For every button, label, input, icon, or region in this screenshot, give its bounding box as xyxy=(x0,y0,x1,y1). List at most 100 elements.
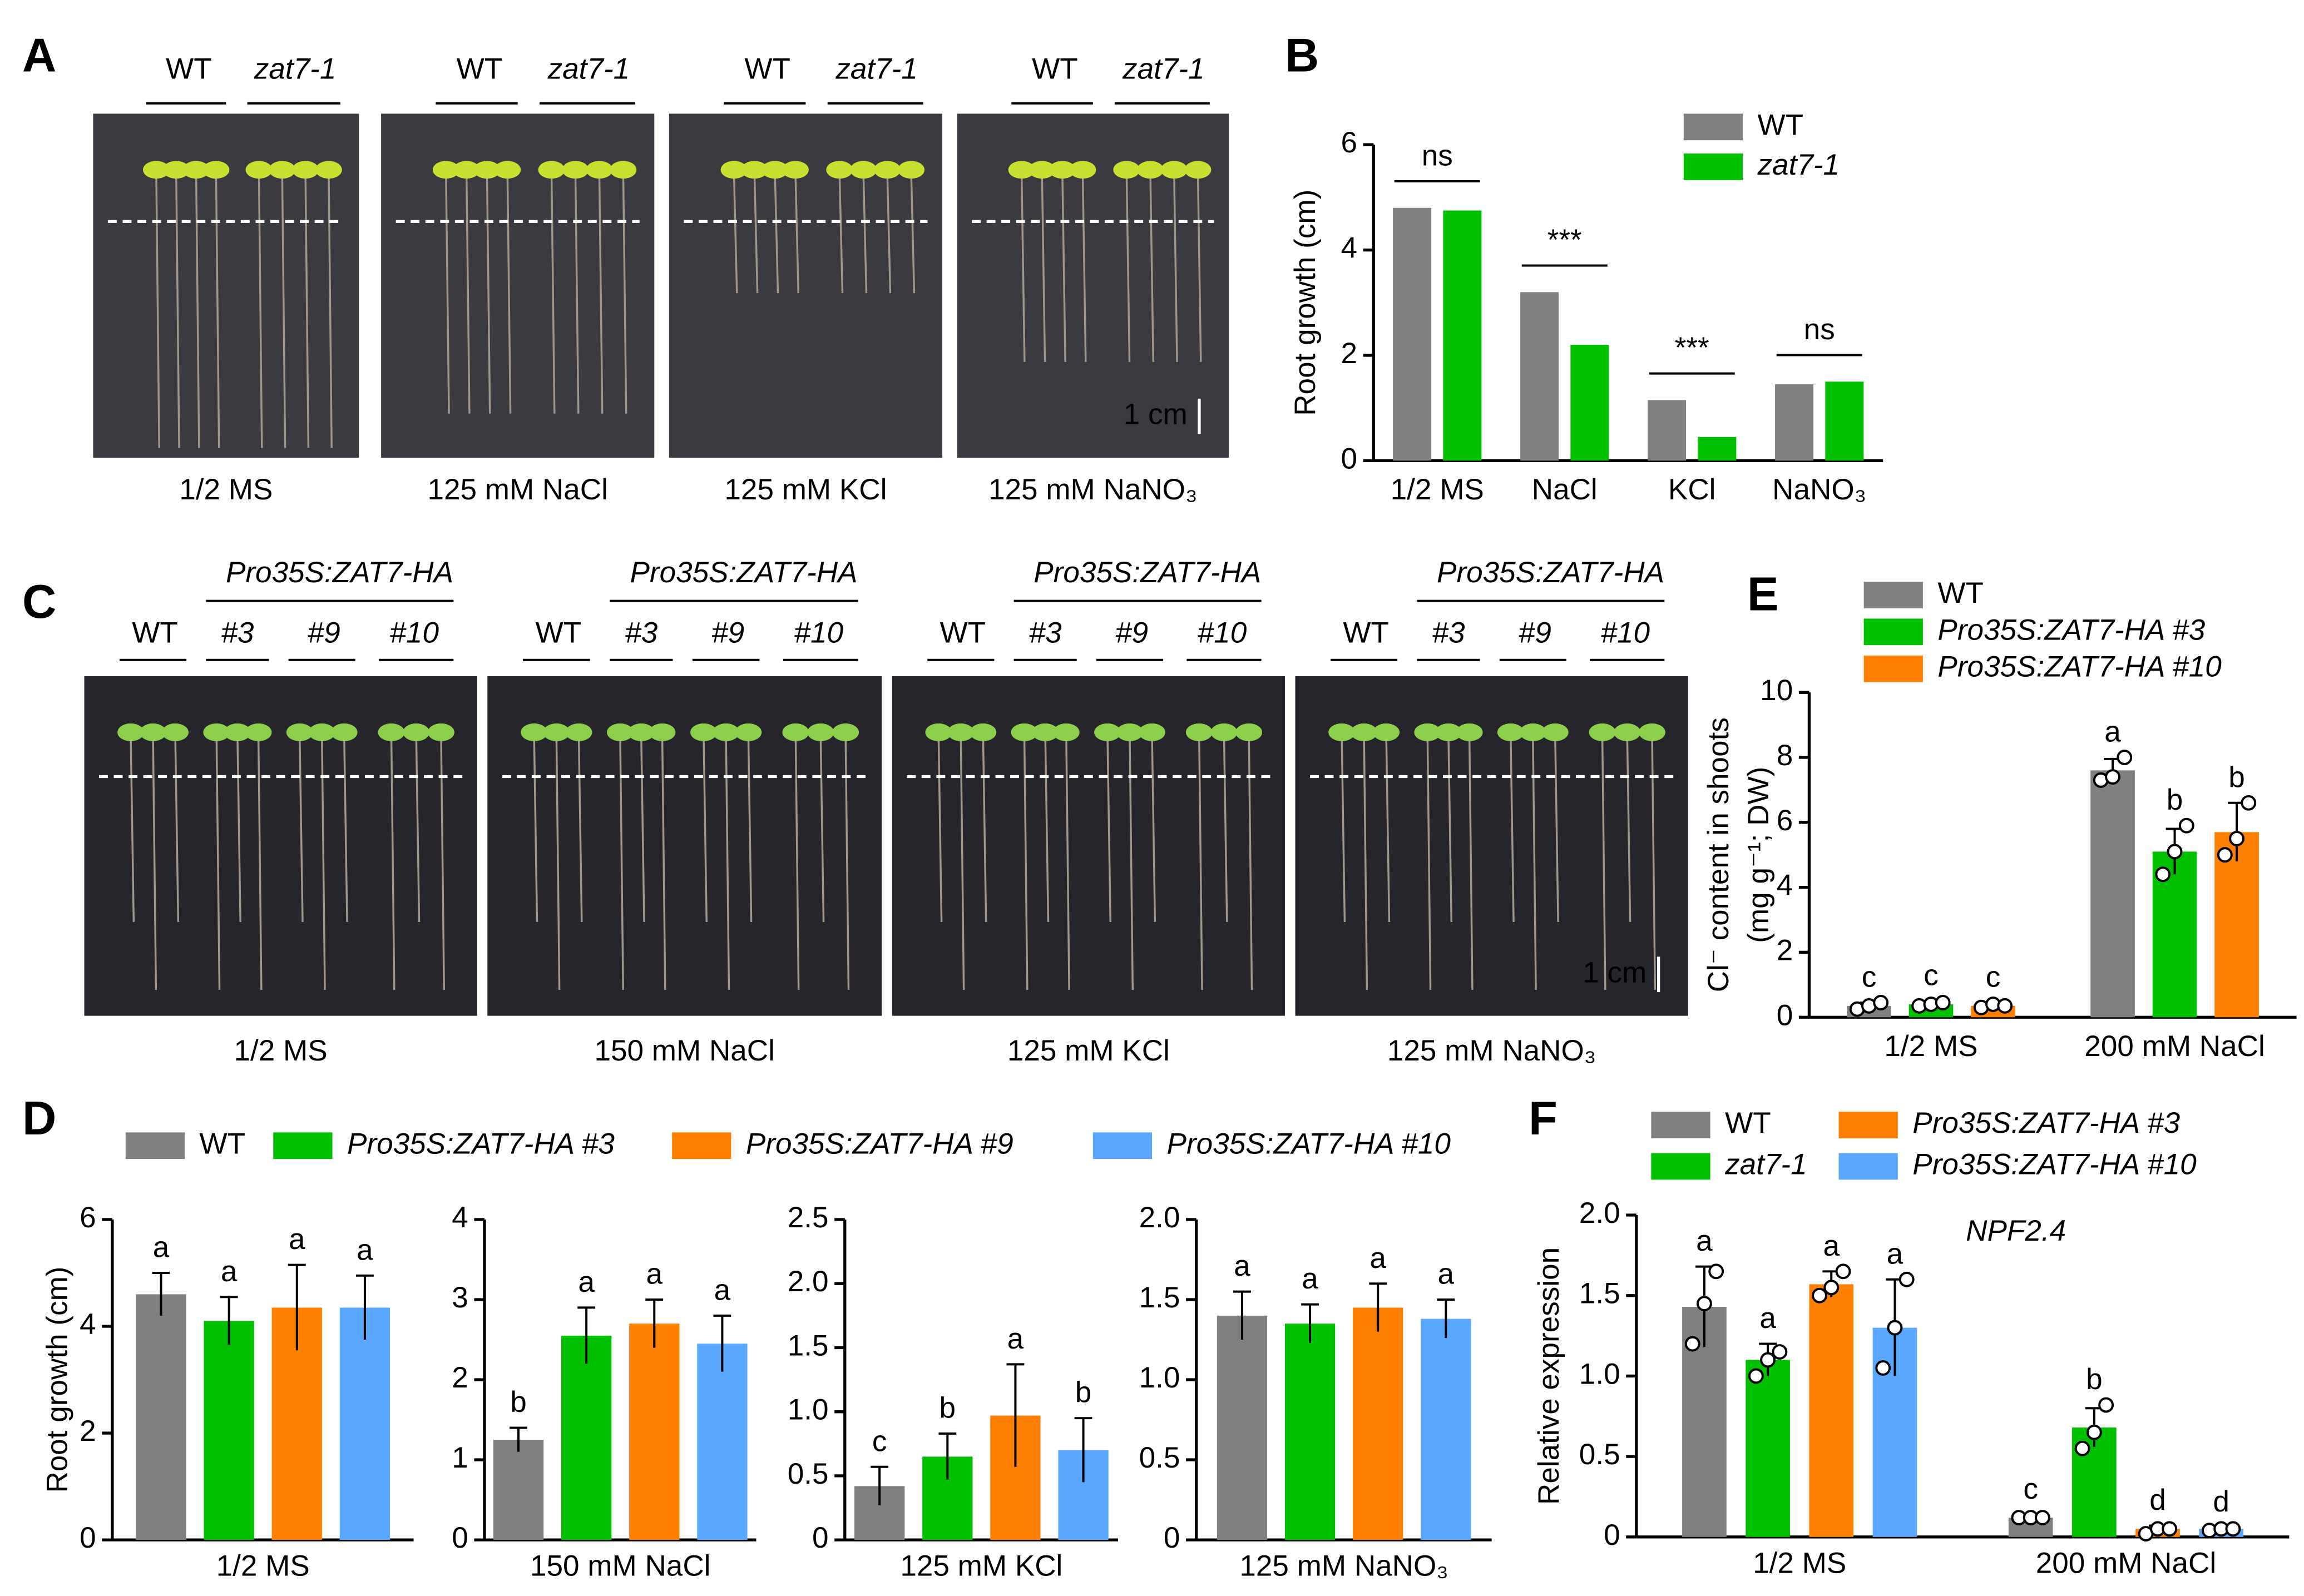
root xyxy=(577,735,583,923)
y-tick-label: 0 xyxy=(1777,999,1793,1032)
y-axis-label: Root growth (cm) xyxy=(41,1267,73,1493)
y-tick-label: 4 xyxy=(452,1201,468,1234)
data-point xyxy=(1887,1320,1903,1336)
x-tick-label: 1/2 MS xyxy=(1391,473,1484,506)
genotype-label: #9 xyxy=(1519,617,1551,650)
root xyxy=(281,172,286,448)
significance-label: ns xyxy=(1804,313,1835,346)
root xyxy=(236,735,241,923)
legend-swatch xyxy=(1651,1112,1710,1138)
legend-label: zat7-1 xyxy=(1757,148,1840,181)
leaf xyxy=(947,723,975,741)
bar xyxy=(1353,1307,1403,1540)
construct-label: Pro35S:ZAT7-HA xyxy=(1437,556,1664,589)
leaf xyxy=(1094,723,1121,741)
condition-label: 1/2 MS xyxy=(179,473,273,506)
legend-swatch xyxy=(1838,1153,1898,1180)
chart-note: NPF2.4 xyxy=(1966,1215,2066,1247)
bar xyxy=(204,1321,254,1540)
leaf xyxy=(432,161,459,179)
leaf xyxy=(308,723,335,741)
root xyxy=(753,172,759,294)
root xyxy=(794,735,800,990)
legend-label: Pro35S:ZAT7-HA #3 xyxy=(1912,1107,2180,1139)
genotype-label: #9 xyxy=(1115,617,1148,650)
genotype-label: #10 xyxy=(1600,617,1650,650)
leaf xyxy=(807,723,834,741)
root xyxy=(1601,735,1606,990)
x-tick-label: 1/2 MS xyxy=(1884,1030,1977,1063)
leaf xyxy=(782,161,809,179)
legend-swatch xyxy=(1092,1132,1152,1159)
data-point xyxy=(1812,1287,1827,1303)
root xyxy=(1626,735,1631,923)
construct-label: Pro35S:ZAT7-HA xyxy=(630,556,858,589)
y-tick-label: 0 xyxy=(1164,1521,1180,1554)
root xyxy=(1065,735,1070,990)
leaf xyxy=(543,723,570,741)
bar xyxy=(629,1324,680,1540)
legend-label: WT xyxy=(1725,1107,1771,1139)
root xyxy=(661,735,666,990)
condition-label: 125 mM KCl xyxy=(724,473,887,506)
leaf xyxy=(162,161,190,179)
legend-swatch xyxy=(1683,153,1743,180)
leaf xyxy=(1116,723,1143,741)
panel-letter: A xyxy=(22,29,56,82)
leaf xyxy=(428,723,454,741)
genotype-label: WT xyxy=(132,617,178,650)
genotype-label: zat7-1 xyxy=(1122,52,1205,85)
x-tick-label: 200 mM NaCl xyxy=(2084,1030,2265,1063)
root xyxy=(1223,735,1228,923)
root xyxy=(555,735,561,990)
leaf xyxy=(140,723,166,741)
leaf xyxy=(627,723,655,741)
significance-letter: b xyxy=(2228,761,2245,794)
data-point xyxy=(2178,817,2194,834)
construct-label: Pro35S:ZAT7-HA xyxy=(1034,556,1261,589)
condition-label: 125 mM NaCl xyxy=(427,473,607,506)
bar xyxy=(697,1344,748,1540)
significance-letter: a xyxy=(221,1255,238,1288)
leaf xyxy=(1210,723,1238,741)
data-point xyxy=(2155,866,2171,883)
leaf xyxy=(292,161,319,179)
legend-label: Pro35S:ZAT7-HA #3 xyxy=(1937,613,2205,646)
x-tick-label: NaNO₃ xyxy=(1772,473,1866,506)
bar xyxy=(1284,1324,1336,1540)
x-tick-label: 1/2 MS xyxy=(216,1550,310,1583)
leaf xyxy=(610,161,637,179)
root xyxy=(174,735,180,923)
bar xyxy=(1775,384,1814,461)
leaf xyxy=(1497,723,1524,741)
significance-letter: a xyxy=(1007,1322,1024,1355)
leaf xyxy=(826,161,853,179)
genotype-label: #10 xyxy=(794,617,843,650)
y-axis-label: Cl⁻ content in shoots xyxy=(1702,717,1735,992)
leaf xyxy=(741,161,768,179)
significance-letter: b xyxy=(2086,1363,2103,1396)
data-point xyxy=(1708,1263,1724,1280)
y-tick-label: 2 xyxy=(1777,934,1793,966)
significance-letter: c xyxy=(2023,1473,2038,1505)
leaf xyxy=(245,161,273,179)
root xyxy=(506,172,512,414)
root xyxy=(774,172,779,294)
significance-letter: a xyxy=(1696,1225,1713,1257)
y-tick-label: 0.5 xyxy=(1139,1441,1180,1474)
y-tick-label: 2 xyxy=(80,1415,96,1448)
root xyxy=(1363,735,1368,990)
y-tick-label: 2.0 xyxy=(1139,1201,1180,1234)
data-point xyxy=(2225,1521,2241,1537)
leaf xyxy=(713,723,740,741)
legend-swatch xyxy=(273,1132,333,1159)
root xyxy=(640,735,645,923)
leaf xyxy=(1069,161,1096,179)
x-tick-label: 125 mM KCl xyxy=(900,1550,1062,1583)
root xyxy=(1061,172,1066,362)
leaf xyxy=(1184,161,1212,179)
leaf xyxy=(1052,723,1080,741)
legend-swatch xyxy=(125,1132,185,1159)
root xyxy=(794,172,800,294)
